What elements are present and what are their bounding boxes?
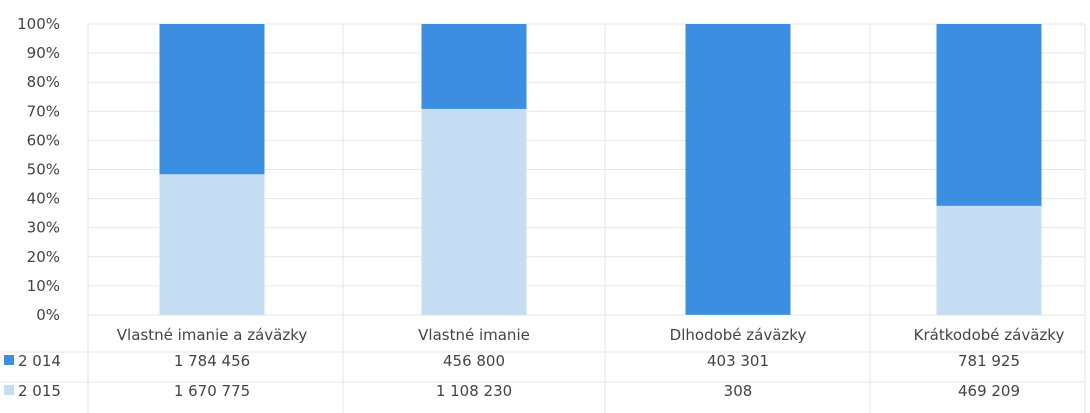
data-table-cell: 456 800 [443,352,505,370]
bar-segment-2014 [685,24,791,315]
category-label: Krátkodobé záväzky [914,326,1065,344]
y-tick-label: 90% [27,44,60,62]
category-label: Vlastné imanie a záväzky [117,326,308,344]
legend-label: 2 015 [18,382,61,400]
bar-segment-2015 [936,205,1042,315]
data-table-cell: 1 108 230 [436,382,512,400]
y-tick-label: 30% [27,219,60,237]
y-tick-label: 0% [36,306,60,324]
bar-segment-2014 [421,24,527,109]
data-table-cell: 469 209 [958,382,1020,400]
y-axis-ticks: 0% 10% 20% 30% 40% 50% 60% 70% 80% 90% 100% [17,15,60,324]
data-table-cell: 403 301 [707,352,769,370]
legend-swatch [4,385,14,395]
legend-swatch [4,355,14,365]
y-tick-label: 50% [27,161,60,179]
y-tick-label: 100% [17,15,60,33]
data-table: Vlastné imanie a záväzky Vlastné imanie Dl… [4,326,1064,400]
bar-segment-2015 [159,174,265,315]
y-tick-label: 80% [27,73,60,91]
bar-segment-2015 [421,108,527,315]
y-tick-label: 60% [27,131,60,149]
category-label: Dlhodobé záväzky [670,326,807,344]
y-tick-label: 20% [27,248,60,266]
data-table-cell: 1 670 775 [174,382,250,400]
bars [159,24,1042,315]
data-table-cell: 781 925 [958,352,1020,370]
bar-segment-2014 [159,24,265,175]
data-table-cell: 308 [724,382,753,400]
y-tick-label: 40% [27,190,60,208]
bar-segment-2014 [936,24,1042,206]
legend-label: 2 014 [18,352,61,370]
y-tick-label: 70% [27,102,60,120]
category-label: Vlastné imanie [418,326,530,344]
data-table-cell: 1 784 456 [174,352,250,370]
y-tick-label: 10% [27,277,60,295]
